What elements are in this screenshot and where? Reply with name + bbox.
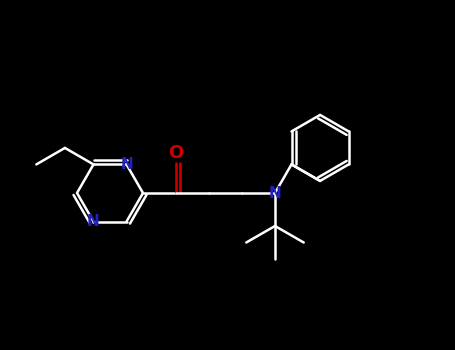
Text: O: O [168,144,184,162]
Text: N: N [120,157,133,172]
Text: N: N [268,186,281,201]
Text: N: N [87,214,100,229]
